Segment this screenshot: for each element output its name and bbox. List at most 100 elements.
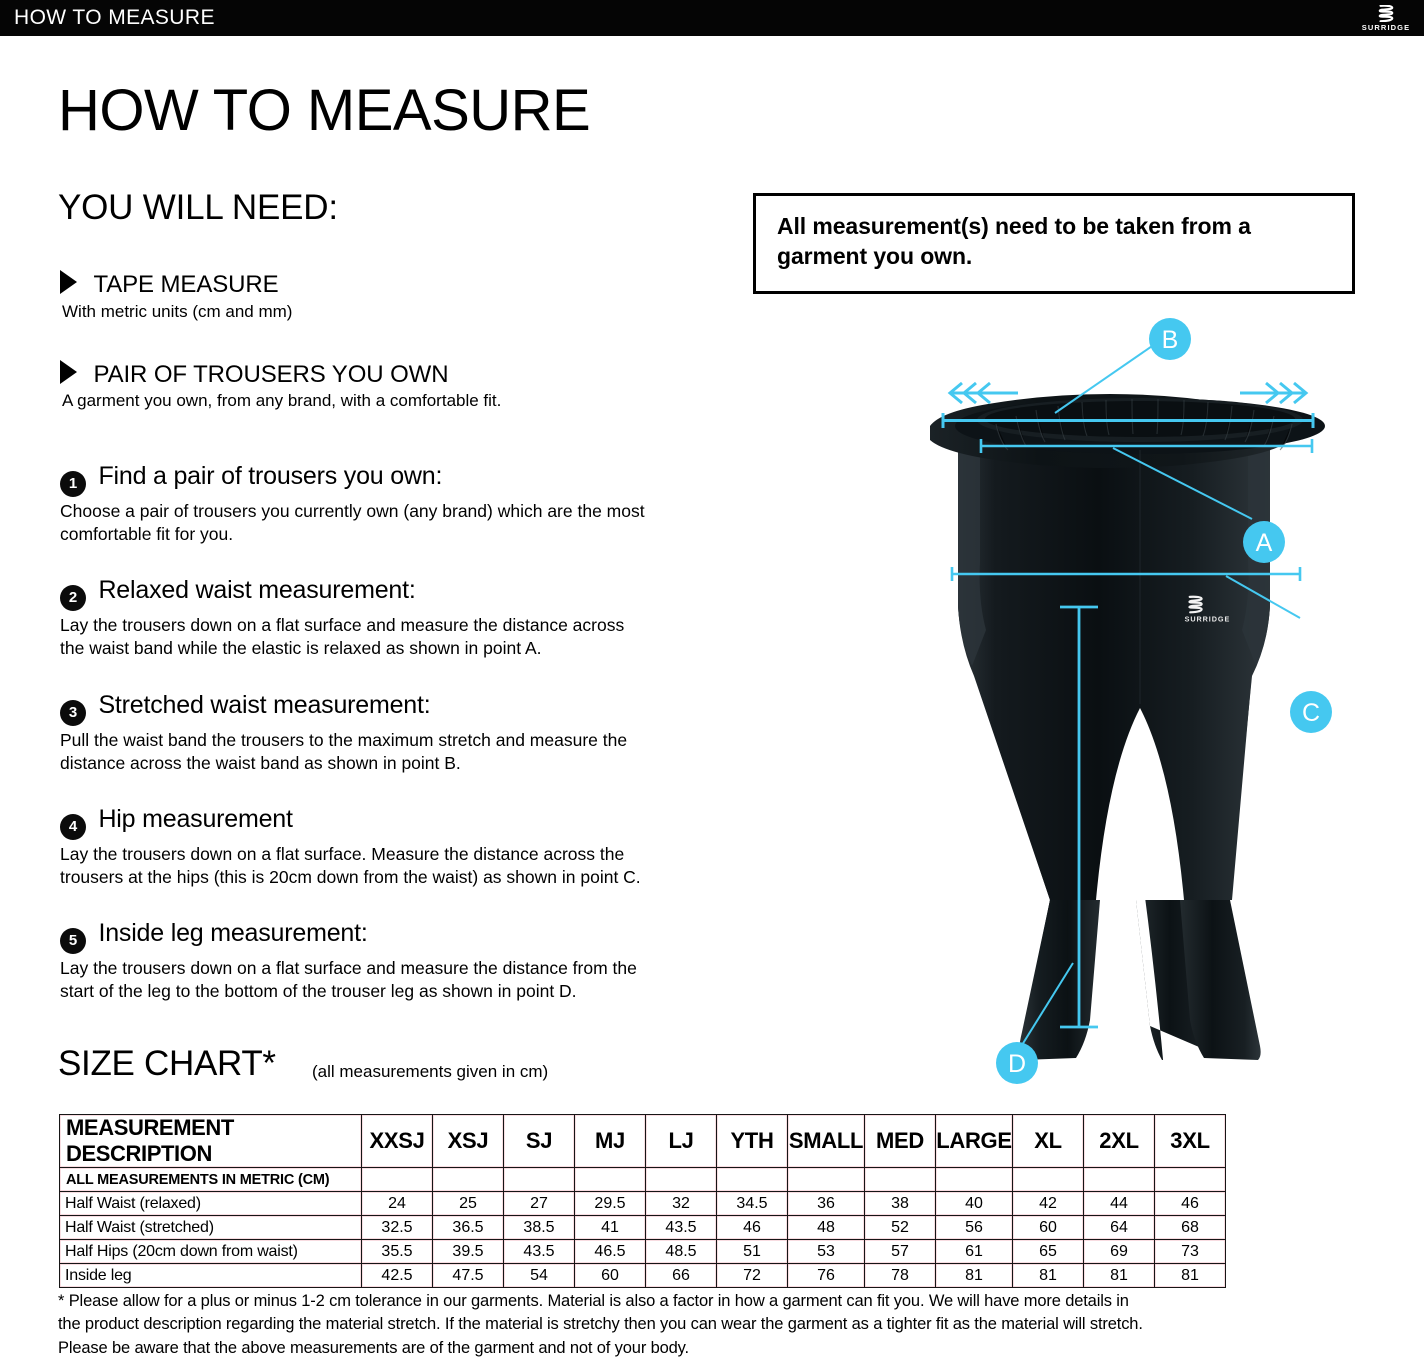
cell: 64 [1083,1215,1155,1240]
surridge-logo: SURRIDGE [1350,0,1422,36]
svg-text:C: C [1302,699,1320,727]
blank-cell [645,1167,717,1192]
blank-cell [574,1167,646,1192]
cell: 60 [1012,1215,1084,1240]
header-col-0: XXSJ [361,1114,433,1168]
measure-line-d [1060,605,1098,1029]
svg-text:B: B [1162,326,1179,354]
table-row: Half Hips (20cm down from waist) 35.5 39… [59,1239,1226,1264]
step-3-body: Pull the waist band the trousers to the … [60,730,628,773]
cell: 73 [1154,1239,1226,1264]
leader-b [1054,341,1159,414]
cell: 78 [864,1263,936,1288]
measurement-annotations [941,341,1315,1046]
row-label: Half Hips (20cm down from waist) [59,1239,362,1264]
step-heading: Relaxed waist measurement: [98,576,416,604]
header-col-4: LJ [645,1114,717,1168]
step-1-body: Choose a pair of trousers you currently … [60,501,645,544]
size-chart-heading: SIZE CHART* [58,1044,276,1083]
measure-line-a [979,439,1314,453]
marker-c-bubble [1290,691,1332,733]
cell: 34.5 [716,1191,788,1216]
cell: 39.5 [432,1239,504,1264]
header-measurement-description: MEASUREMENT DESCRIPTION [59,1114,362,1168]
triangle-bullet-icon [60,270,77,294]
header-col-2: SJ [503,1114,575,1168]
blank-cell [864,1167,936,1192]
step-4-body: Lay the trousers down on a flat surface.… [60,844,641,887]
cell: 29.5 [574,1191,646,1216]
header-col-11: 3XL [1154,1114,1226,1168]
surridge-s-mark [1378,4,1394,22]
blank-cell [503,1167,575,1192]
cell: 46 [716,1215,788,1240]
cell: 27 [503,1191,575,1216]
step-number-badge: 2 [60,585,86,611]
step-heading: Inside leg measurement: [98,919,368,947]
step-number-badge: 5 [60,928,86,954]
triangle-bullet-icon [60,360,77,384]
trousers-measurement-diagram: SURRIDGE [900,300,1380,1090]
header-col-8: LARGE [935,1114,1013,1168]
header-col-6: SMALL [787,1114,865,1168]
you-will-need-heading: YOU WILL NEED: [58,188,338,227]
brand-wordmark: SURRIDGE [1361,22,1411,32]
step-2-body: Lay the trousers down on a flat surface … [60,615,625,658]
table-row: Inside leg 42.5 47.5 54 60 66 72 76 78 8… [59,1263,1226,1288]
header-col-10: 2XL [1083,1114,1155,1168]
cell: 40 [935,1191,1013,1216]
need-item-label: TAPE MEASURE [93,271,279,298]
cell: 43.5 [645,1215,717,1240]
step-number-badge: 4 [60,814,86,840]
top-banner: HOW TO MEASURE SURRIDGE [0,0,1424,36]
cell: 46.5 [574,1239,646,1264]
cell: 47.5 [432,1263,504,1288]
table-row: Half Waist (stretched) 32.5 36.5 38.5 41… [59,1215,1226,1240]
step-heading: Hip measurement [98,805,293,833]
blank-cell [361,1167,433,1192]
leader-c [1225,575,1301,619]
leader-d [1021,962,1074,1046]
step-5-body: Lay the trousers down on a flat surface … [60,958,637,1001]
cell: 72 [716,1263,788,1288]
row-label: Half Waist (relaxed) [59,1191,362,1216]
header-col-9: XL [1012,1114,1084,1168]
marker-a-bubble [1243,521,1285,563]
table-row: Half Waist (relaxed) 24 25 27 29.5 32 34… [59,1191,1226,1216]
need-item-trousers-sub: A garment you own, from any brand, with … [62,391,502,410]
cell: 36 [787,1191,865,1216]
blank-cell [1012,1167,1084,1192]
need-item-tape-measure: TAPE MEASURE [60,270,279,297]
cell: 81 [1083,1263,1155,1288]
need-item-label: PAIR OF TROUSERS YOU OWN [93,361,449,388]
trousers-illustration: SURRIDGE [930,394,1325,1070]
blank-cell [432,1167,504,1192]
blank-cell [935,1167,1013,1192]
cell: 25 [432,1191,504,1216]
step-heading: Find a pair of trousers you own: [98,462,443,490]
row-label: Half Waist (stretched) [59,1215,362,1240]
marker-bubbles: B A C D [996,318,1332,1084]
cell: 38 [864,1191,936,1216]
step-1: 1 Find a pair of trousers you own: [60,464,442,497]
cell: 42.5 [361,1263,433,1288]
measurement-callout-box: All measurement(s) need to be taken from… [753,193,1355,294]
header-col-5: YTH [716,1114,788,1168]
header-col-7: MED [864,1114,936,1168]
size-chart-units-note: (all measurements given in cm) [312,1062,549,1081]
cell: 56 [935,1215,1013,1240]
measure-line-b [941,381,1315,428]
garment-surridge-logo: SURRIDGE [1185,595,1229,624]
cell: 24 [361,1191,433,1216]
step-number-badge: 1 [60,471,86,497]
header-col-1: XSJ [432,1114,504,1168]
cell: 76 [787,1263,865,1288]
step-5: 5 Inside leg measurement: [60,921,368,954]
cell: 66 [645,1263,717,1288]
cell: 38.5 [503,1215,575,1240]
cell: 44 [1083,1191,1155,1216]
cell: 51 [716,1239,788,1264]
blank-cell [716,1167,788,1192]
cell: 57 [864,1239,936,1264]
svg-text:A: A [1256,529,1273,557]
